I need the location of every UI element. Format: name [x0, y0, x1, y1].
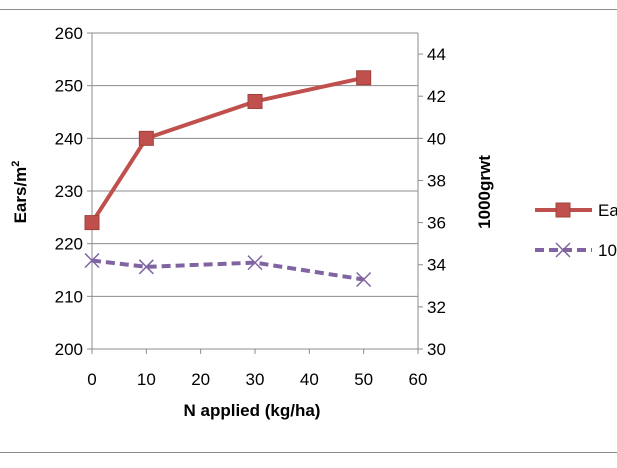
y2-tick-label: 44 — [427, 45, 446, 64]
data-point — [555, 202, 571, 218]
series-line — [91, 258, 364, 282]
tick-labels: 200 210 220 230 240 250 260 30 32 34 36 38 40 42 44 0 10… — [55, 24, 446, 389]
y2-tick-label: 42 — [427, 87, 446, 106]
legend-label: 10 — [598, 241, 617, 260]
y2-tick-label: 40 — [427, 129, 446, 148]
x-tick-label: 20 — [191, 370, 210, 389]
y-tick-label: 200 — [55, 340, 83, 359]
legend-label: Ea — [598, 201, 617, 220]
y-tick-label: 250 — [55, 77, 83, 96]
x-tick-label: 0 — [87, 370, 96, 389]
data-point — [356, 70, 372, 86]
data-point — [84, 215, 100, 231]
y-axis-title-superscript: 2 — [10, 161, 22, 167]
y-tick-label: 240 — [55, 129, 83, 148]
axes — [87, 32, 423, 354]
y2-tick-label: 32 — [427, 298, 446, 317]
x-tick-label: 50 — [354, 370, 373, 389]
data-point-stroke — [84, 252, 100, 269]
x-tick-label: 60 — [409, 370, 428, 389]
data-point-stroke — [138, 259, 154, 275]
y2-tick-label: 38 — [427, 171, 446, 190]
y-tick-label: 230 — [55, 182, 83, 201]
data-point — [138, 130, 154, 146]
x-tick-label: 40 — [300, 370, 319, 389]
data-point — [356, 271, 372, 288]
series-line — [90, 75, 365, 224]
data-point — [138, 259, 154, 275]
y-axis-title-main: Ears/m — [11, 167, 30, 224]
series-layer — [84, 70, 372, 288]
data-point — [84, 252, 100, 269]
x-tick-label: 30 — [246, 370, 265, 389]
x-axis-title: N applied (kg/ha) — [184, 401, 321, 420]
data-point-stroke — [356, 271, 372, 288]
y2-tick-label: 30 — [427, 340, 446, 359]
legend: Ea 10 — [535, 201, 617, 260]
y-tick-label: 260 — [55, 24, 83, 43]
y-axis-title: Ears/m2 — [10, 161, 30, 224]
data-point — [247, 255, 263, 271]
y-tick-label: 220 — [55, 235, 83, 254]
y-tick-label: 210 — [55, 287, 83, 306]
data-point-stroke — [555, 242, 571, 258]
data-point — [555, 242, 571, 258]
y2-axis-title: 1000grwt — [475, 155, 494, 229]
data-point — [247, 93, 263, 109]
data-point-stroke — [247, 255, 263, 271]
x-tick-label: 10 — [137, 370, 156, 389]
y2-tick-label: 34 — [427, 256, 446, 275]
y2-tick-label: 36 — [427, 214, 446, 233]
